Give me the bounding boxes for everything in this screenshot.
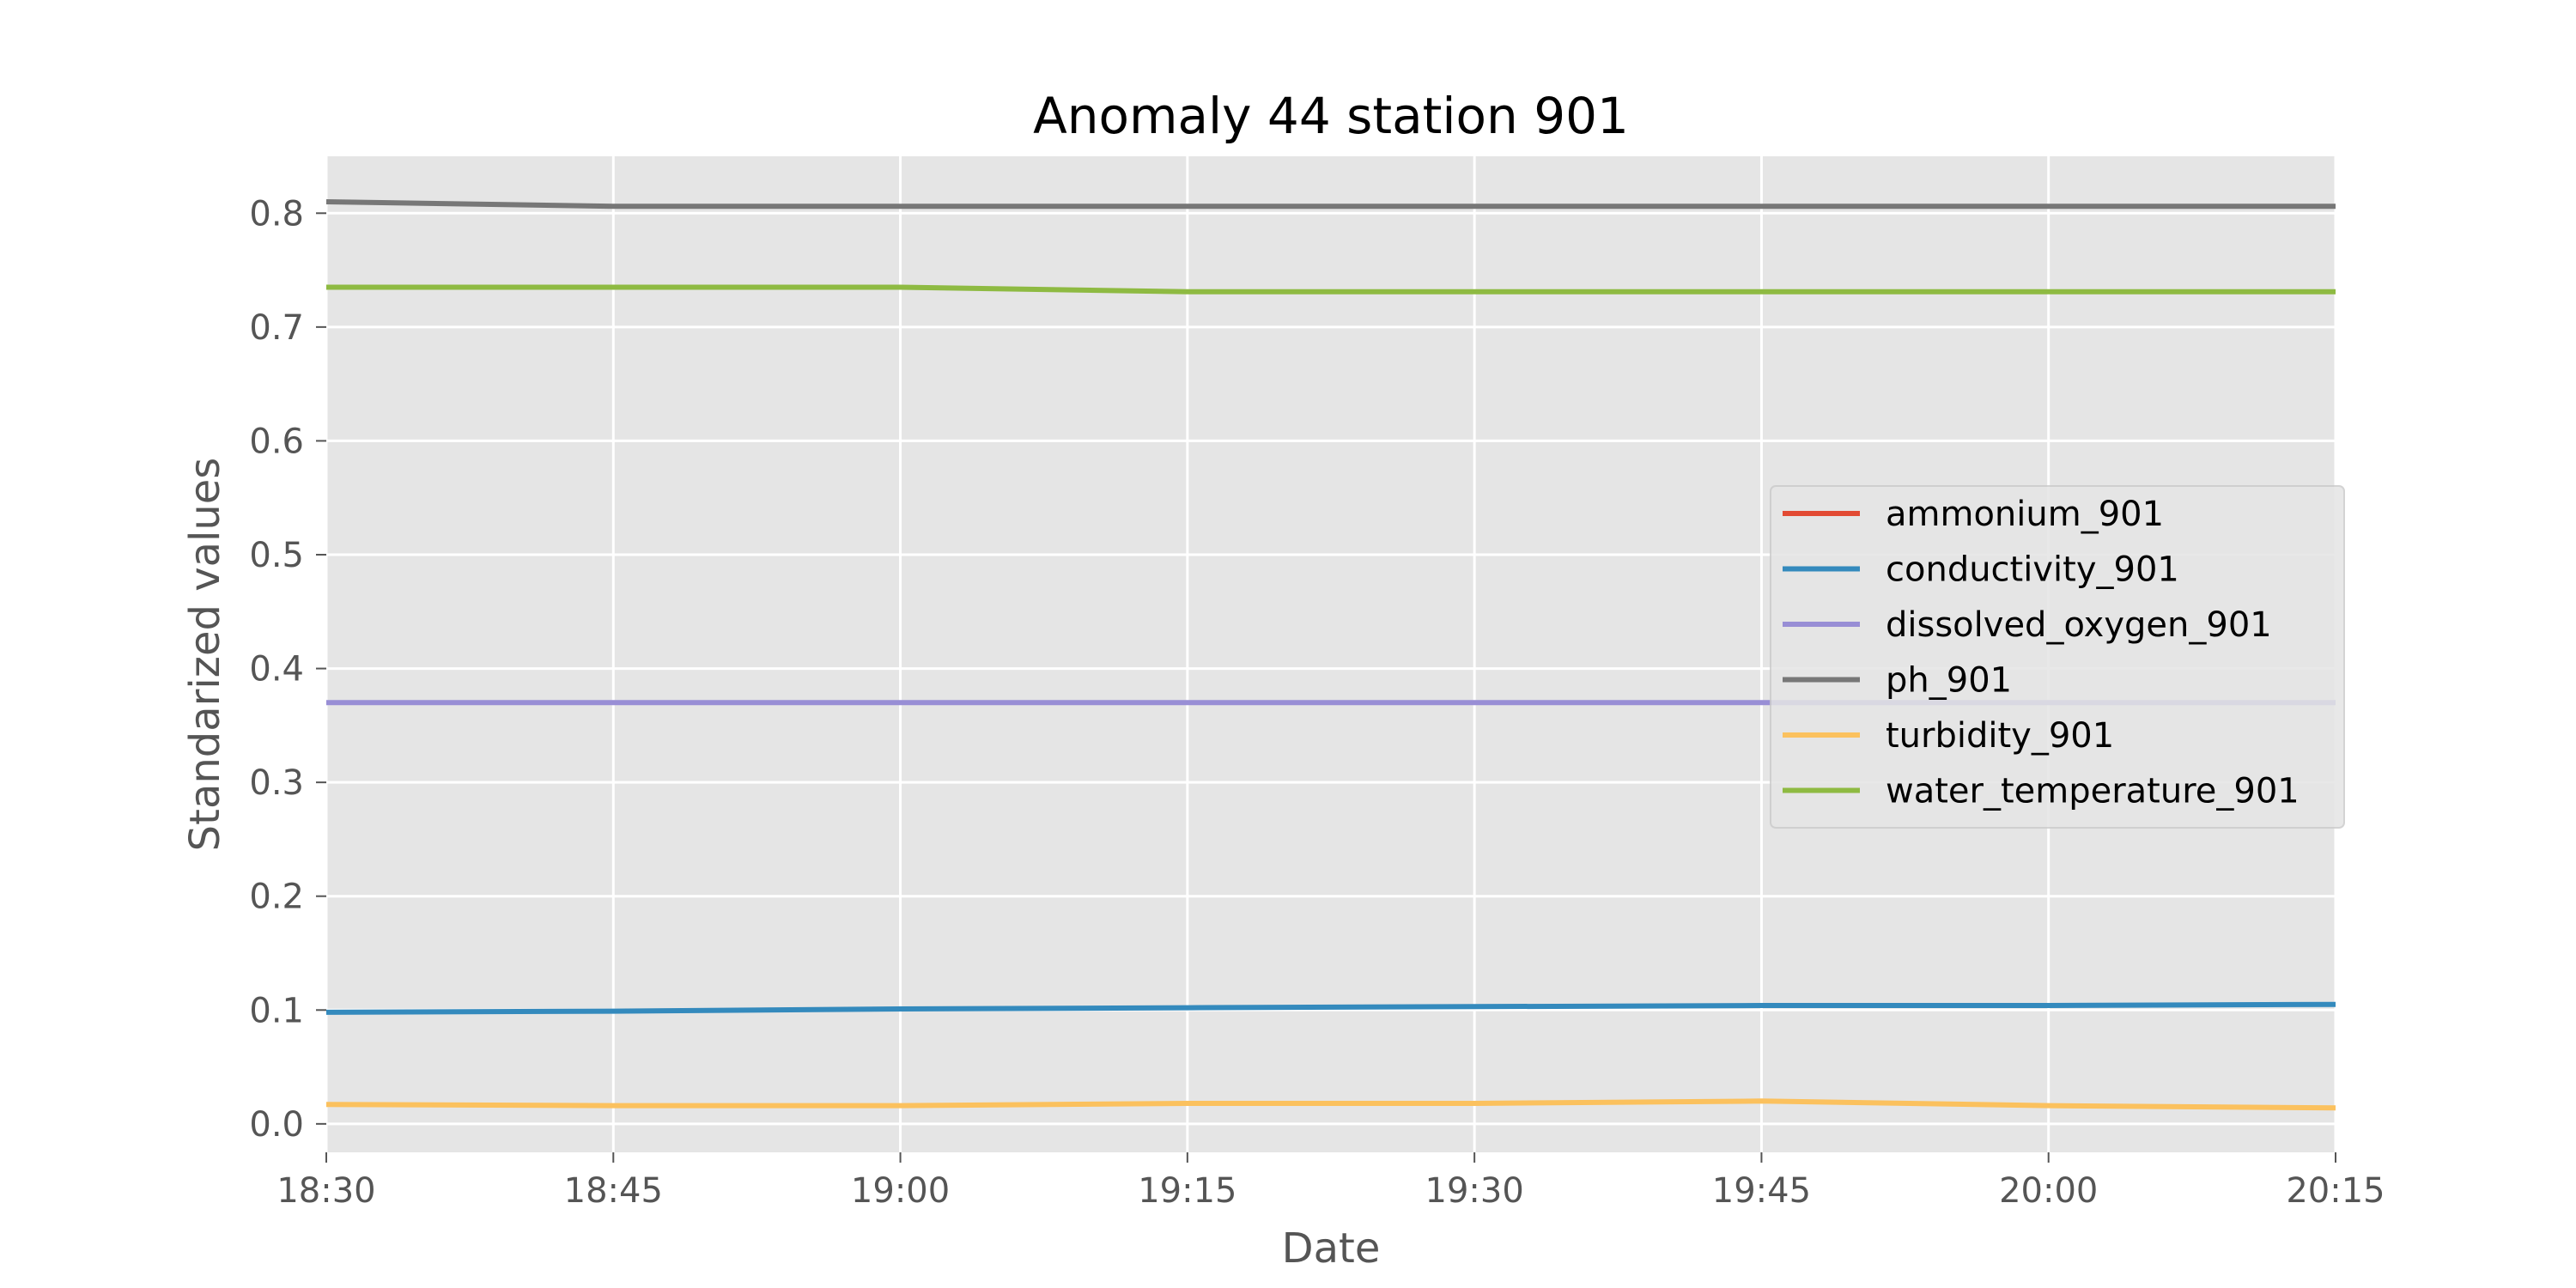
y-tick-label: 0.3 xyxy=(249,763,304,803)
series-line-water_temperature_901 xyxy=(326,284,2336,295)
x-tick-label: 19:30 xyxy=(1425,1171,1524,1211)
series-line-conductivity_901 xyxy=(325,1001,2336,1015)
x-tick-label: 19:15 xyxy=(1138,1171,1236,1211)
x-tick-label: 20:15 xyxy=(2286,1171,2385,1211)
series-line-ph_901 xyxy=(325,199,2336,210)
y-tick-label: 0.0 xyxy=(249,1105,304,1145)
x-tick-label: 18:30 xyxy=(276,1171,375,1211)
legend-label: ph_901 xyxy=(1886,661,2012,701)
x-tick-label: 18:45 xyxy=(564,1171,663,1211)
legend-label: turbidity_901 xyxy=(1886,716,2114,756)
y-axis-label: Standarized values xyxy=(181,458,229,852)
y-tick-label: 0.1 xyxy=(249,991,304,1030)
grid xyxy=(325,156,2337,1152)
legend: ammonium_901 conductivity_901 dissolved_ox… xyxy=(1770,485,2345,829)
y-axis-ticks: 0.0 0.1 0.2 0.3 0.4 0.5 0.6 0.7 0.8 xyxy=(249,194,326,1145)
y-tick-label: 0.8 xyxy=(249,194,304,234)
x-axis-ticks: 18:30 18:45 19:00 19:15 19:30 19:45 20:00 20:15 xyxy=(276,1152,2385,1211)
legend-label: dissolved_oxygen_901 xyxy=(1886,605,2272,645)
x-axis-label: Date xyxy=(1282,1224,1381,1273)
legend-label: water_temperature_901 xyxy=(1886,772,2300,811)
y-tick-label: 0.7 xyxy=(249,308,304,348)
legend-box xyxy=(1770,485,2345,829)
x-tick-label: 19:00 xyxy=(851,1171,950,1211)
y-tick-label: 0.4 xyxy=(249,650,304,690)
y-tick-label: 0.2 xyxy=(249,878,304,917)
series-line-turbidity_901 xyxy=(325,1098,2336,1111)
y-tick-label: 0.6 xyxy=(249,422,304,461)
x-tick-label: 20:00 xyxy=(1999,1171,2098,1211)
chart-title: Anomaly 44 station 901 xyxy=(1033,87,1629,145)
x-tick-label: 19:45 xyxy=(1712,1171,1811,1211)
legend-label: conductivity_901 xyxy=(1886,550,2179,590)
y-tick-label: 0.5 xyxy=(249,536,304,575)
legend-label: ammonium_901 xyxy=(1886,495,2164,534)
